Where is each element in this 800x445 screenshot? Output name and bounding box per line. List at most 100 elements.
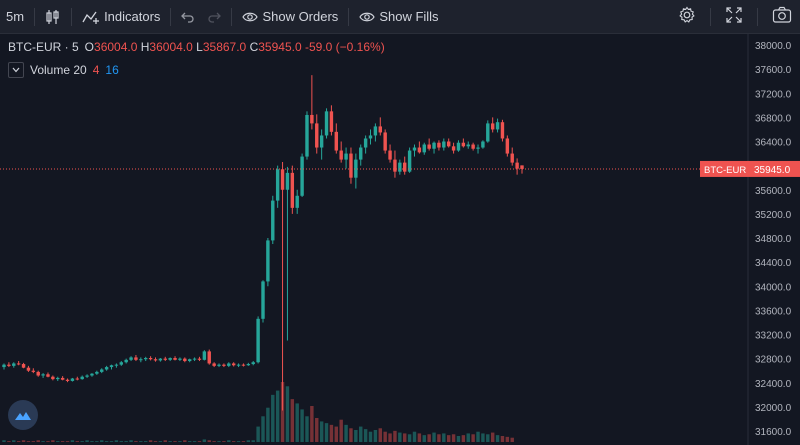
candle-body xyxy=(222,364,226,366)
candle-body xyxy=(461,142,466,147)
undo-icon xyxy=(181,10,195,24)
candle-body xyxy=(515,162,519,169)
candle-body xyxy=(207,351,211,364)
candle-body xyxy=(510,153,514,163)
camera-icon[interactable] xyxy=(772,6,792,29)
price-tag-symbol: BTC-EUR xyxy=(704,165,746,176)
price-tick-label: 37600.0 xyxy=(755,65,792,76)
candle-body xyxy=(197,358,202,360)
candle-body xyxy=(383,132,387,151)
candle-body xyxy=(16,363,21,365)
volume-bar xyxy=(432,432,436,442)
indicators-button[interactable]: Indicators xyxy=(76,0,166,34)
candle-body xyxy=(65,379,70,381)
fullscreen-icon[interactable] xyxy=(725,6,743,29)
candle-body xyxy=(26,367,31,371)
candle-body xyxy=(339,150,343,160)
candle-body xyxy=(46,374,50,377)
candle-body xyxy=(456,142,461,151)
candle-body xyxy=(373,126,378,136)
candle-body xyxy=(481,141,485,148)
volume-collapse-button[interactable] xyxy=(8,62,24,78)
volume-bar xyxy=(481,433,485,442)
volume-bar xyxy=(319,421,324,442)
volume-bar xyxy=(21,440,26,442)
undo-button[interactable] xyxy=(175,0,201,34)
chevron-down-icon xyxy=(12,67,20,73)
candle-body xyxy=(227,363,231,366)
candle-body xyxy=(129,357,133,360)
candle-body xyxy=(349,153,353,178)
candle-body xyxy=(300,156,304,196)
show-orders-label: Show Orders xyxy=(262,9,339,24)
show-fills-label: Show Fills xyxy=(379,9,439,24)
candle-body xyxy=(85,375,89,377)
candle-body xyxy=(173,358,177,360)
volume-bar xyxy=(295,403,299,442)
candle-body xyxy=(334,131,339,151)
chart-type-button[interactable] xyxy=(39,0,67,34)
candle-body xyxy=(51,376,55,380)
volume-bar xyxy=(31,441,36,442)
price-tick-label: 33200.0 xyxy=(755,331,792,342)
volume-value-1: 4 xyxy=(92,63,100,77)
volume-bar xyxy=(144,441,148,442)
candle-body xyxy=(310,114,314,124)
candle-body xyxy=(148,358,153,360)
interval-button[interactable]: 5m xyxy=(0,0,30,34)
candle-body xyxy=(100,369,104,372)
volume-bar xyxy=(12,440,16,442)
volume-bar xyxy=(16,441,21,442)
volume-bar xyxy=(378,428,382,442)
volume-bar xyxy=(271,394,275,442)
candle-body xyxy=(119,362,123,365)
price-tag-value: 35945.0 xyxy=(754,165,791,176)
volume-legend: Volume 20 4 16 xyxy=(8,62,119,78)
candle-body xyxy=(329,111,334,132)
candlestick-chart[interactable]: 38000.037600.037200.036800.036400.036000… xyxy=(0,34,800,445)
low-label: L xyxy=(196,40,203,54)
candle-body xyxy=(12,363,16,366)
candle-body xyxy=(187,359,192,362)
toolbar-divider xyxy=(710,8,711,26)
volume-bar xyxy=(359,426,363,442)
brand-logo[interactable] xyxy=(8,400,38,430)
candle-body xyxy=(344,153,348,160)
volume-bar xyxy=(65,441,70,442)
volume-bar xyxy=(246,440,251,442)
volume-bar xyxy=(192,441,197,442)
candle-body xyxy=(202,351,207,360)
candle-body xyxy=(168,358,172,360)
volume-bar xyxy=(158,441,163,442)
volume-bar xyxy=(324,423,329,442)
volume-bar xyxy=(197,441,202,442)
redo-button[interactable] xyxy=(201,0,227,34)
price-tick-label: 34400.0 xyxy=(755,258,792,269)
volume-bar xyxy=(109,441,114,442)
volume-bar xyxy=(261,416,265,442)
volume-bar xyxy=(456,436,461,442)
price-tick-label: 33600.0 xyxy=(755,306,792,317)
volume-bar xyxy=(148,440,153,442)
candle-body xyxy=(114,364,119,366)
volume-bar xyxy=(90,441,94,442)
candle-body xyxy=(495,122,500,130)
low-value: 35867.0 xyxy=(202,40,247,54)
eye-icon xyxy=(242,11,259,23)
show-fills-button[interactable]: Show Fills xyxy=(353,0,444,34)
candle-body xyxy=(520,165,524,169)
candle-body xyxy=(359,147,363,160)
chart-area[interactable]: 38000.037600.037200.036800.036400.036000… xyxy=(0,34,800,445)
show-orders-button[interactable]: Show Orders xyxy=(236,0,344,34)
toolbar-divider xyxy=(34,7,36,26)
settings-icon[interactable] xyxy=(678,6,696,29)
candles-icon xyxy=(45,9,61,25)
volume-bar xyxy=(417,433,422,442)
candle-body xyxy=(163,358,167,360)
volume-bar xyxy=(217,441,221,442)
volume-bar xyxy=(510,437,514,442)
volume-bar xyxy=(285,386,290,442)
candle-body xyxy=(437,142,441,148)
candle-body xyxy=(104,367,109,370)
high-value: 36004.0 xyxy=(149,40,193,54)
